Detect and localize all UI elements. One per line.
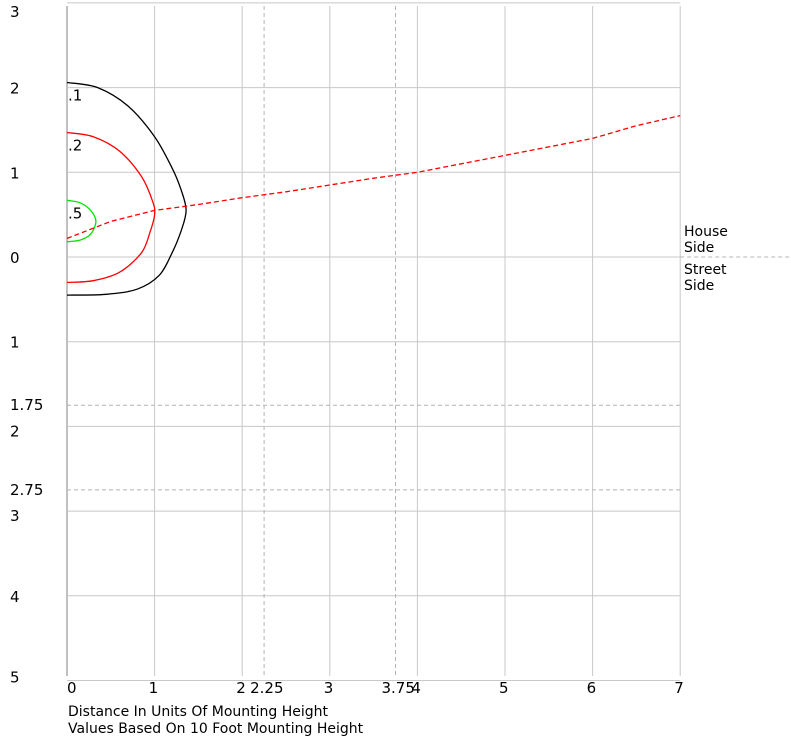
y-dashed-tick-label: 1.75 [10, 396, 43, 414]
street-side-label: Street [684, 262, 727, 278]
x-tick-label: 6 [587, 679, 597, 697]
y-tick-label-street: 2 [10, 422, 20, 440]
max-candela-line [66, 114, 681, 240]
contour-p2 [66, 131, 156, 284]
y-tick-label-house: 1 [10, 164, 20, 182]
x-tick-label: 7 [674, 679, 684, 697]
x-tick-label: 1 [149, 679, 159, 697]
axis-labels: .1 .2 .5 0 1 2 3 4 5 6 7 2.25 3.75 0 1 2 3 1 2 3 4 5 1.75 2.75 H… [10, 3, 728, 697]
contour-p5 [66, 199, 97, 243]
y-tick-label-street: 4 [10, 588, 20, 606]
street-side-label: Side [684, 278, 714, 294]
y-dashed-tick-label: 2.75 [10, 481, 43, 499]
y-tick-label-street: 3 [10, 507, 20, 525]
x-dashed-tick-label: 2.25 [250, 679, 283, 697]
x-axis-title: Distance In Units Of Mounting Height [68, 704, 329, 720]
contour-label: .2 [68, 136, 82, 154]
x-tick-label: 5 [499, 679, 509, 697]
y-tick-label-street: 5 [10, 669, 20, 687]
x-tick-label: 0 [67, 679, 77, 697]
dashed-reference-lines [67, 6, 790, 676]
y-tick-label-street: 1 [10, 334, 20, 352]
y-tick-label-house: 3 [10, 3, 20, 21]
contour-p1 [66, 81, 187, 296]
contour-curves [66, 81, 681, 296]
x-dashed-tick-label: 3.75 [382, 679, 415, 697]
x-tick-label: 4 [411, 679, 421, 697]
grid-lines [66, 2, 681, 681]
house-side-label: House [684, 224, 728, 240]
y-tick-label-house: 0 [10, 249, 20, 267]
y-tick-label-house: 2 [10, 80, 20, 98]
contour-label: .1 [68, 87, 82, 105]
x-tick-label: 3 [324, 679, 334, 697]
house-side-label: Side [684, 240, 714, 256]
x-tick-label: 2 [236, 679, 246, 697]
chart-caption: Values Based On 10 Foot Mounting Height [68, 721, 364, 737]
contour-label: .5 [68, 204, 82, 222]
